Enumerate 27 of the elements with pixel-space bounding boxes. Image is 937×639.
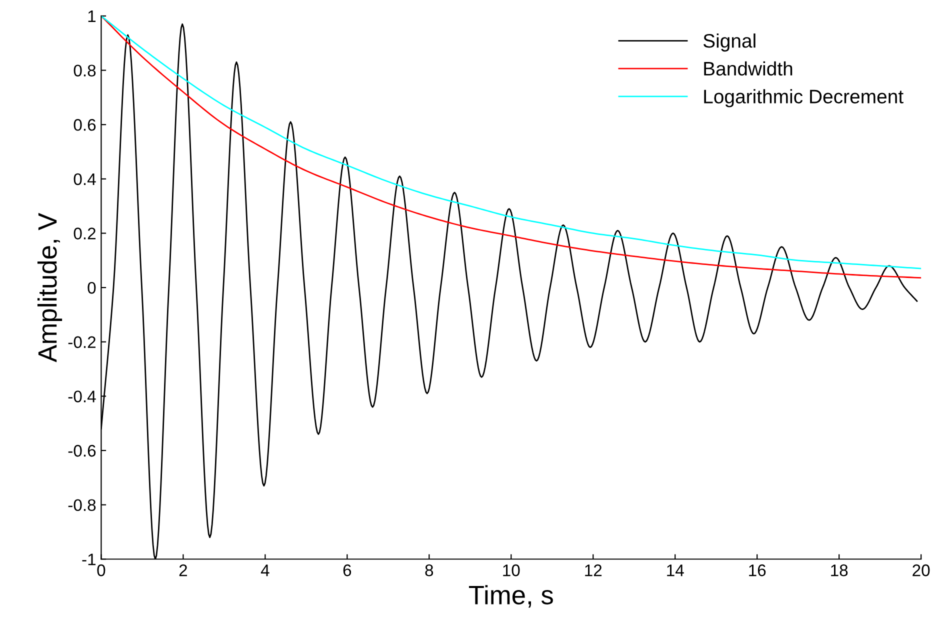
y-tick-label: -0.6 xyxy=(68,444,96,457)
x-tick-label: 14 xyxy=(667,564,684,576)
y-tick-label: 0.4 xyxy=(74,173,96,186)
y-tick-label: 0.6 xyxy=(74,119,96,131)
legend-label: Signal xyxy=(703,33,756,52)
x-tick-label: 10 xyxy=(503,564,520,576)
x-tick-label: 16 xyxy=(749,564,766,576)
x-tick-label: 6 xyxy=(343,564,352,576)
y-tick-label: -0.4 xyxy=(68,390,96,402)
y-tick-label: 0.8 xyxy=(74,64,96,76)
x-axis-title: Time, s xyxy=(468,585,553,608)
x-tick-label: 2 xyxy=(179,564,187,576)
legend-label: Logarithmic Decrement xyxy=(704,89,904,108)
y-tick-label: -0.8 xyxy=(68,499,96,512)
x-tick-label: 8 xyxy=(425,564,434,576)
y-tick-label: -1 xyxy=(82,554,96,566)
x-tick-label: 0 xyxy=(97,564,106,576)
x-tick-label: 4 xyxy=(260,564,270,576)
y-tick-label: 0.2 xyxy=(74,228,96,240)
y-axis-title: Amplitude, V xyxy=(37,212,62,362)
y-tick-label: 1 xyxy=(88,10,96,22)
x-tick-label: 18 xyxy=(831,564,848,576)
legend-label: Bandwidth xyxy=(704,61,792,76)
y-tick-label: -0.2 xyxy=(68,336,96,348)
y-tick-label: 0 xyxy=(88,282,96,294)
x-tick-label: 20 xyxy=(912,564,930,576)
x-tick-label: 12 xyxy=(585,564,602,576)
